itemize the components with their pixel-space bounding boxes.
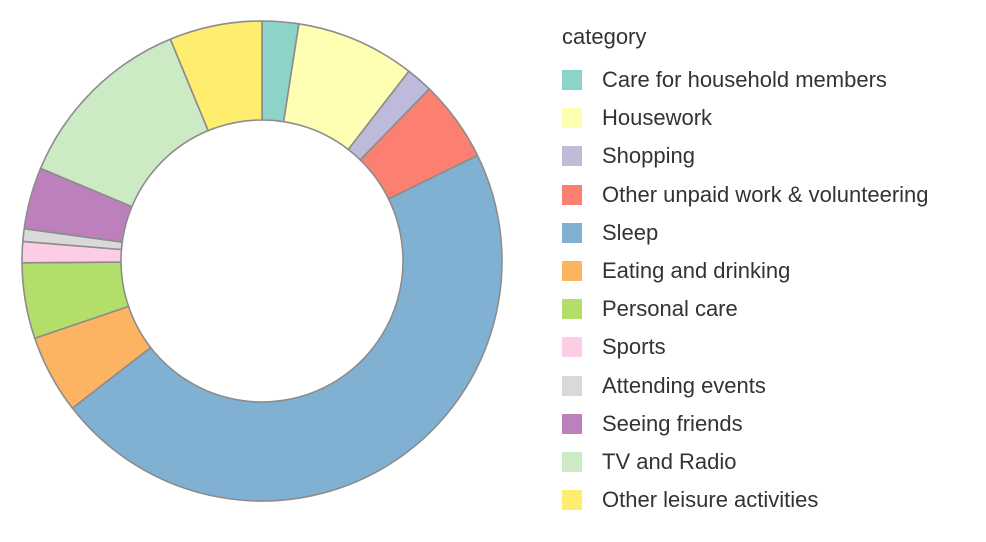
legend-item-eating-and-drinking[interactable]: Eating and drinking — [562, 252, 982, 290]
legend-item-care-for-household-members[interactable]: Care for household members — [562, 61, 982, 99]
slice-sleep[interactable] — [71, 154, 503, 502]
legend-label: Personal care — [602, 296, 738, 322]
legend-swatch — [562, 413, 582, 434]
legend: category Care for household members House… — [562, 22, 982, 519]
legend-title: category — [562, 24, 647, 49]
slice-other-leisure-activities[interactable] — [169, 20, 263, 132]
legend-label: Attending events — [602, 372, 766, 398]
legend-swatch — [562, 184, 582, 205]
legend-label: Sports — [602, 334, 666, 360]
legend-item-sports[interactable]: Sports — [562, 328, 982, 366]
legend-swatch — [562, 108, 582, 129]
legend-item-personal-care[interactable]: Personal care — [562, 290, 982, 328]
legend-label: Other leisure activities — [602, 487, 819, 513]
legend-item-shopping[interactable]: Shopping — [562, 137, 982, 175]
legend-swatch — [562, 146, 582, 167]
legend-label: Shopping — [602, 143, 695, 169]
legend-swatch — [562, 222, 582, 243]
legend-label: Seeing friends — [602, 410, 743, 436]
legend-swatch — [562, 299, 582, 320]
legend-item-seeing-friends[interactable]: Seeing friends — [562, 405, 982, 443]
legend-swatch — [562, 70, 582, 91]
legend-label: Sleep — [602, 219, 659, 245]
legend-items: Care for household members Housework Shopp… — [562, 61, 982, 519]
legend-item-other-leisure-activities[interactable]: Other leisure activities — [562, 481, 982, 519]
legend-item-housework[interactable]: Housework — [562, 99, 982, 137]
legend-swatch — [562, 451, 582, 472]
legend-label: Housework — [602, 105, 713, 131]
legend-swatch — [562, 261, 582, 282]
legend-swatch — [562, 337, 582, 358]
legend-swatch — [562, 375, 582, 396]
legend-item-sleep[interactable]: Sleep — [562, 214, 982, 252]
legend-swatch — [562, 490, 582, 511]
legend-label: Eating and drinking — [602, 258, 791, 284]
legend-label: Care for household members — [602, 67, 887, 93]
legend-item-tv-and-radio[interactable]: TV and Radio — [562, 443, 982, 481]
legend-item-other-unpaid-work-volunteering[interactable]: Other unpaid work & volunteering — [562, 176, 982, 214]
legend-label: Other unpaid work & volunteering — [602, 181, 929, 207]
legend-item-attending-events[interactable]: Attending events — [562, 367, 982, 405]
legend-label: TV and Radio — [602, 448, 737, 474]
